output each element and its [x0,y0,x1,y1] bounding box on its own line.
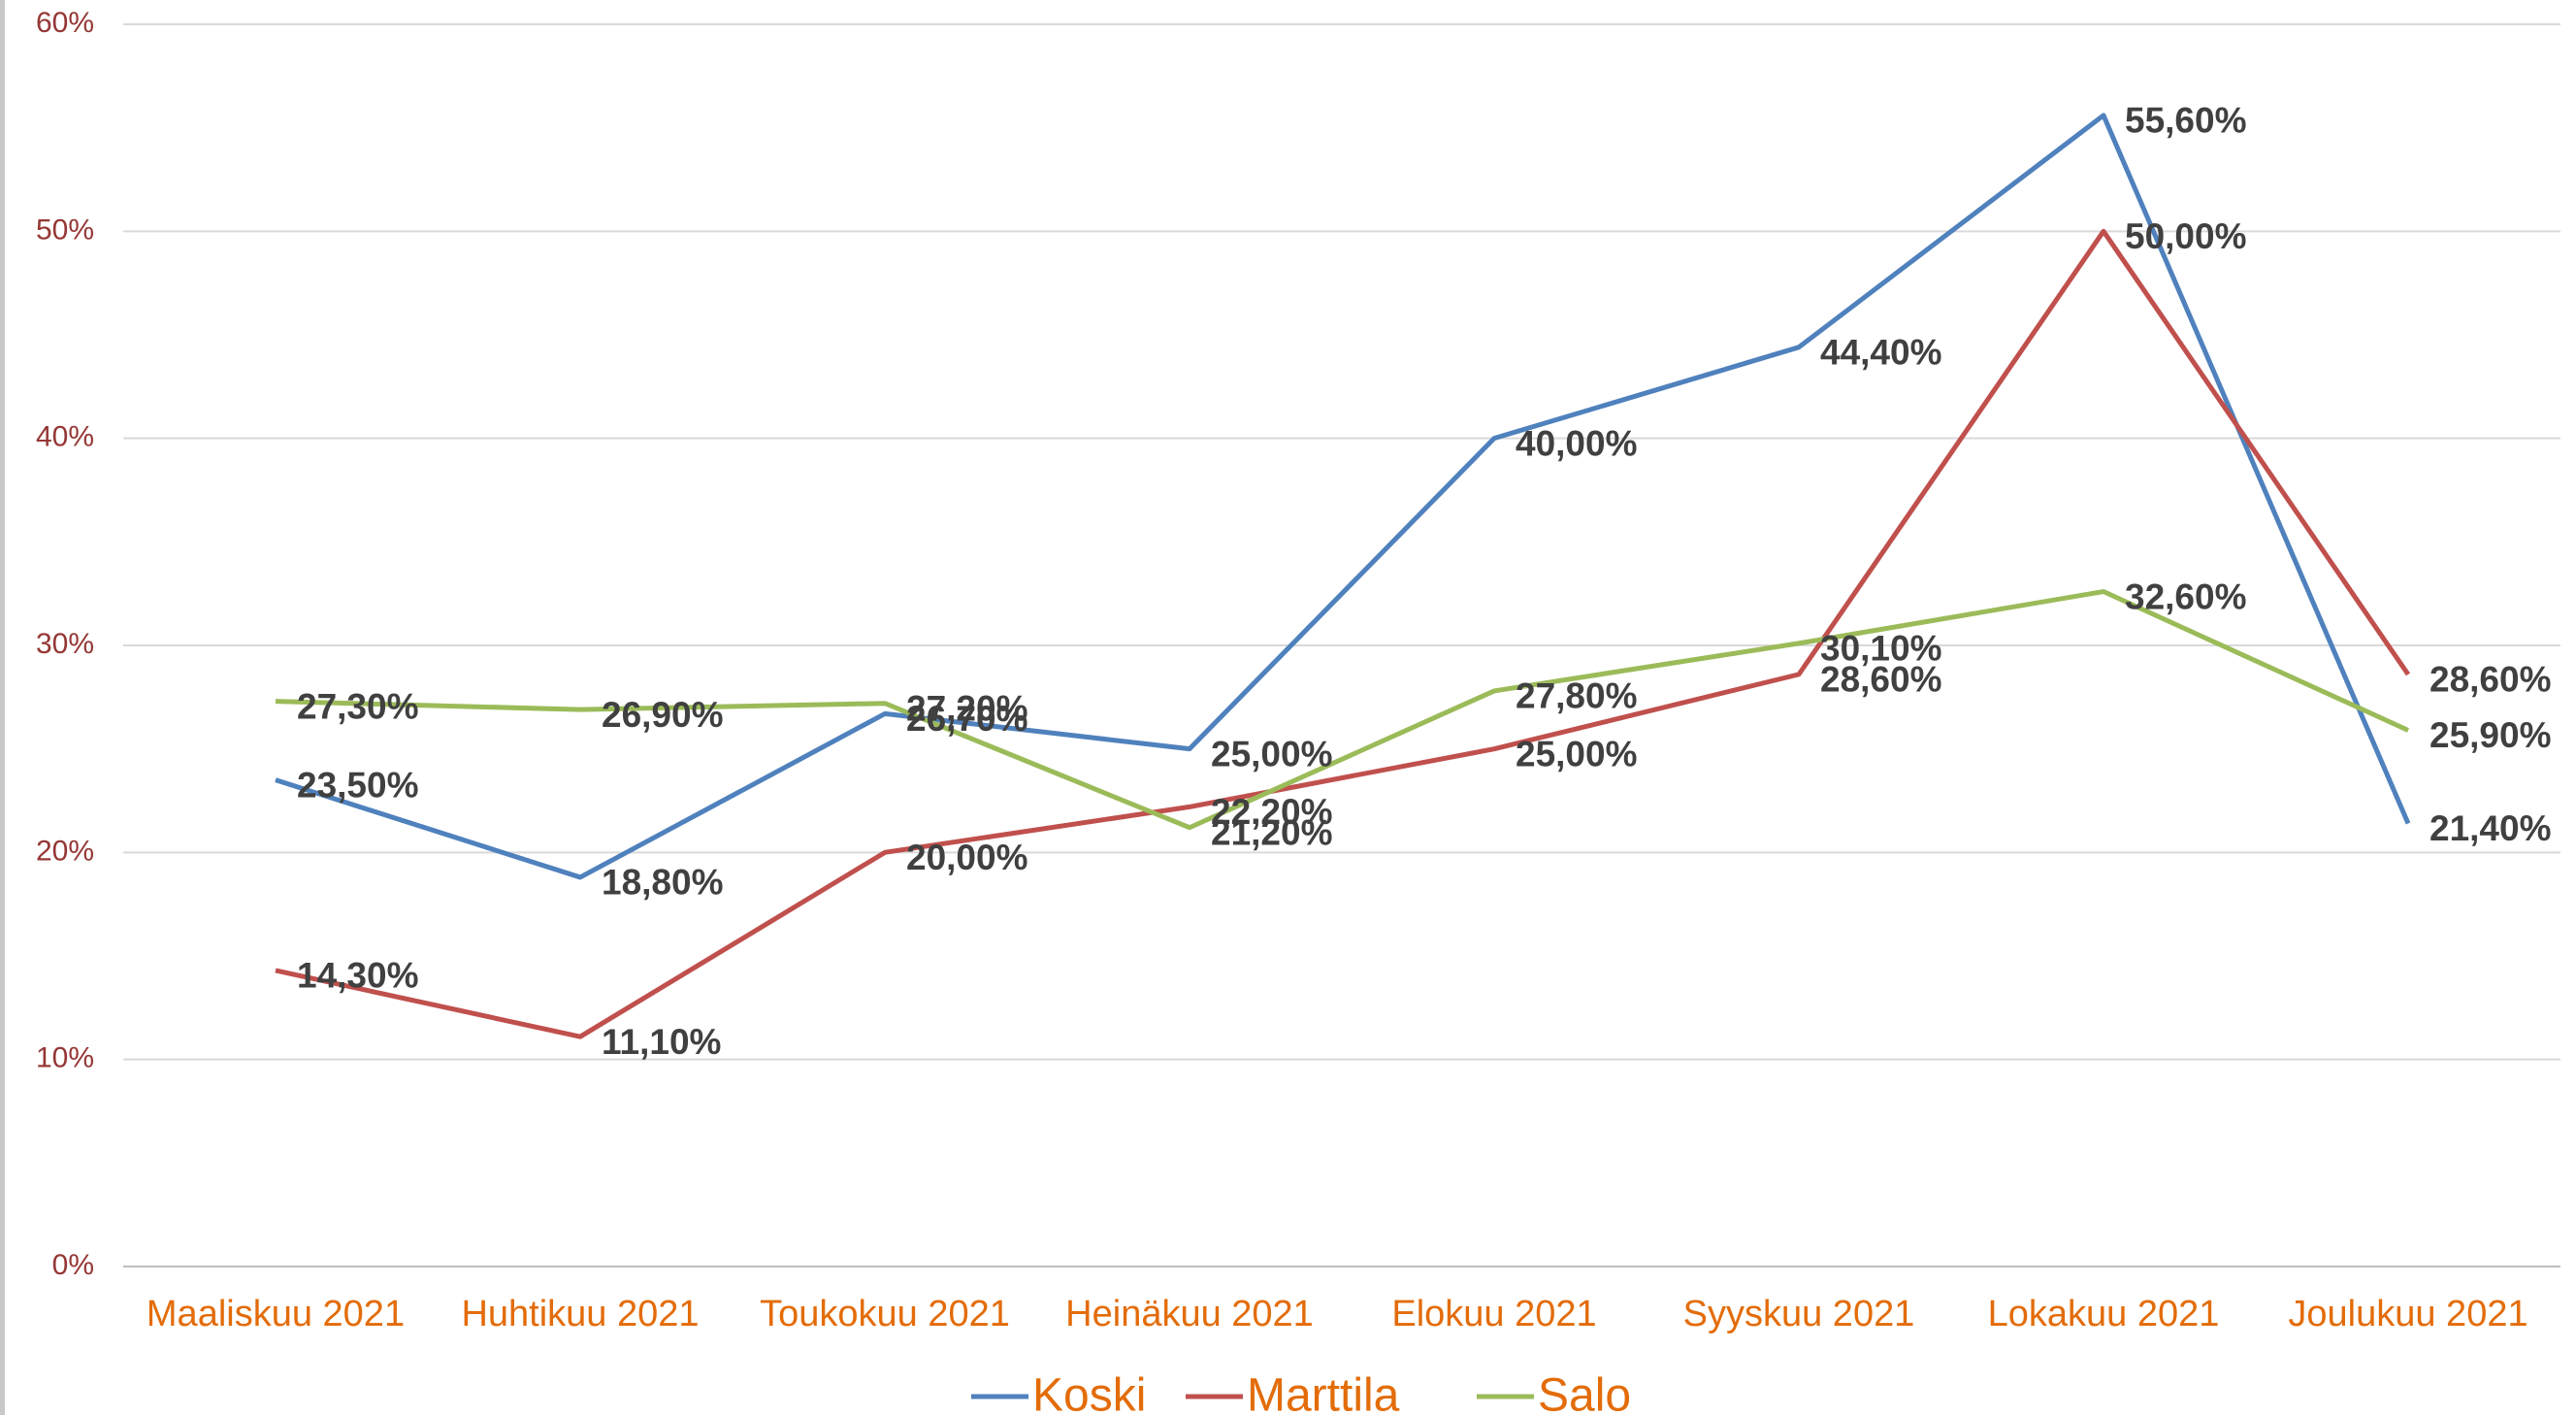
data-label: 25,00% [1211,734,1333,773]
x-tick-label: Syyskuu 2021 [1683,1294,1915,1334]
data-label: 20,00% [906,838,1028,877]
data-label: 26,70% [906,699,1028,739]
data-label: 50,00% [2125,216,2247,256]
data-label: 27,80% [1516,676,1638,716]
x-tick-label: Lokakuu 2021 [1988,1294,2220,1334]
data-label: 26,90% [602,695,724,735]
x-tick-label: Toukokuu 2021 [760,1294,1010,1334]
legend-label: Marttila [1247,1370,1400,1415]
data-label: 55,60% [2125,101,2247,141]
data-label: 14,30% [297,956,419,996]
legend-label: Koski [1032,1370,1146,1415]
y-tick-label: 10% [36,1042,94,1074]
x-tick-label: Maaliskuu 2021 [147,1294,405,1334]
x-tick-label: Heinäkuu 2021 [1065,1294,1314,1334]
data-label: 27,30% [297,686,419,726]
data-label: 23,50% [297,765,419,805]
data-label: 44,40% [1820,333,1942,373]
data-label: 21,40% [2429,808,2552,848]
x-tick-label: Huhtikuu 2021 [461,1294,699,1334]
y-tick-label: 40% [36,421,94,453]
y-tick-label: 30% [36,628,94,660]
data-label: 11,10% [602,1022,721,1062]
y-tick-label: 60% [36,7,94,39]
data-label: 18,80% [602,863,724,903]
series-line [275,228,2411,1039]
left-edge [0,0,5,1415]
data-label: 30,10% [1820,629,1942,669]
data-label: 28,60% [2429,660,2552,700]
x-tick-label: Elokuu 2021 [1391,1294,1596,1334]
data-label: 32,60% [2125,576,2247,616]
legend-label: Salo [1538,1370,1631,1415]
y-tick-label: 20% [36,835,94,867]
data-label: 28,60% [1820,660,1942,700]
data-label: 25,00% [1516,734,1638,773]
data-label: 21,20% [1211,813,1333,853]
data-label: 22,20% [1211,792,1333,832]
data-label: 40,00% [1516,423,1638,463]
data-label: 27,20% [906,689,1028,729]
x-tick-label: Joulukuu 2021 [2288,1294,2527,1334]
data-label: 25,90% [2429,715,2552,755]
y-tick-label: 0% [52,1249,94,1281]
y-tick-label: 50% [36,214,94,246]
series-line [275,589,2410,831]
series-line [275,113,2411,880]
